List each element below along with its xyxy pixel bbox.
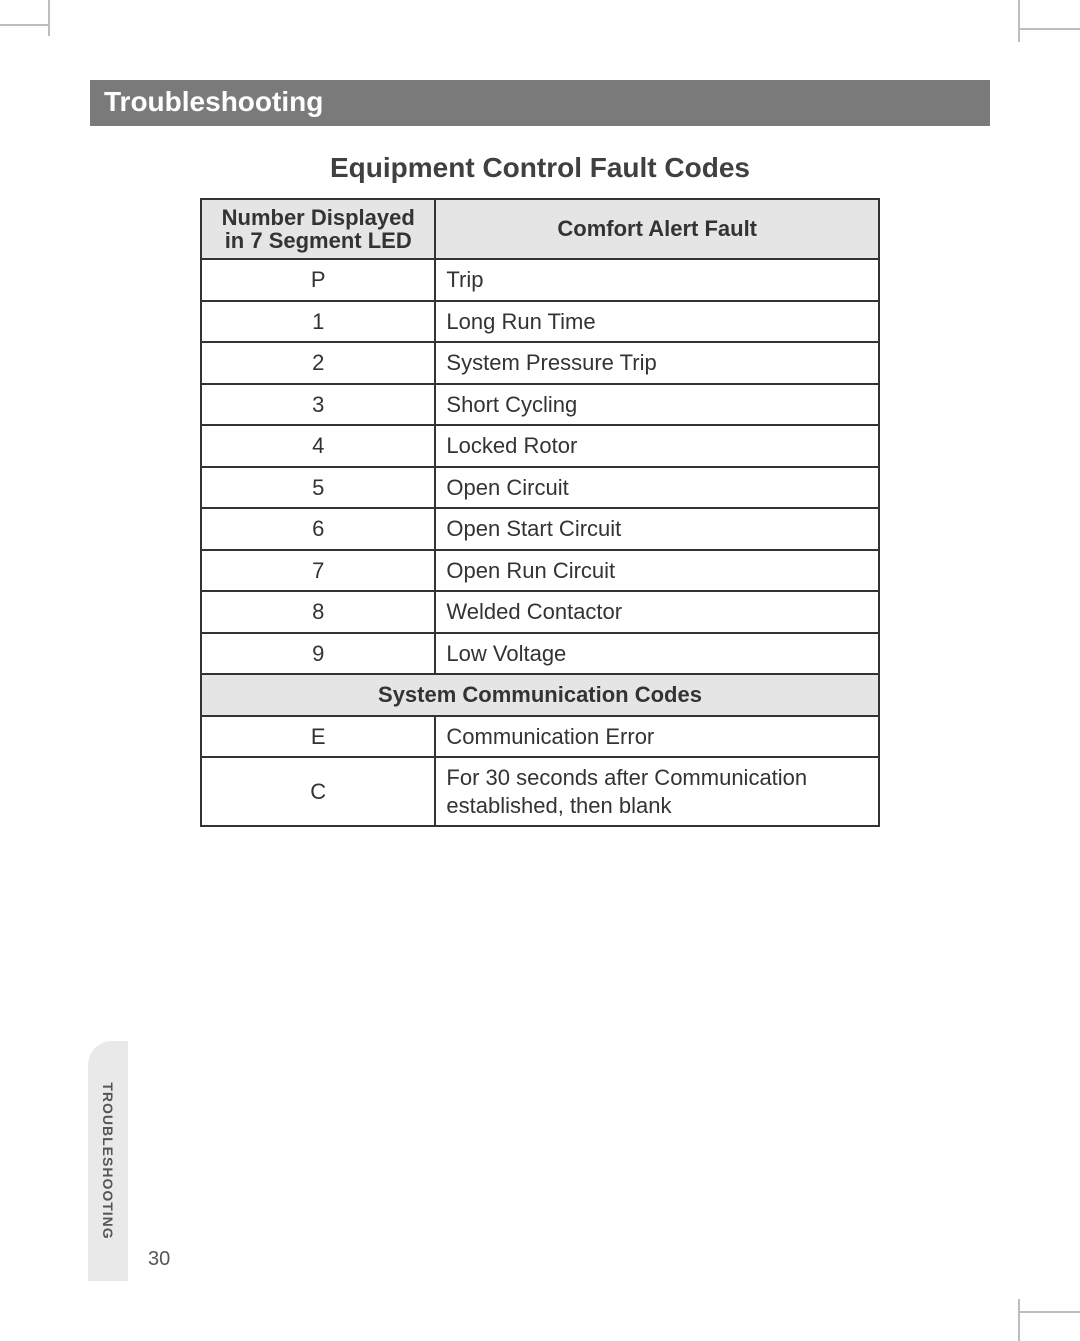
crop-mark	[1020, 28, 1080, 30]
crop-mark	[1020, 1311, 1080, 1313]
code-cell: E	[201, 716, 435, 758]
desc-cell: Trip	[435, 259, 879, 301]
desc-cell: For 30 seconds after Communication estab…	[435, 757, 879, 826]
table-row: 4 Locked Rotor	[201, 425, 879, 467]
code-cell: 2	[201, 342, 435, 384]
header-fault: Comfort Alert Fault	[435, 199, 879, 259]
code-cell: 9	[201, 633, 435, 675]
crop-mark	[0, 24, 48, 26]
table-row: 8 Welded Contactor	[201, 591, 879, 633]
table-row: C For 30 seconds after Communication est…	[201, 757, 879, 826]
header-led-line1: Number Displayed	[222, 205, 415, 230]
code-cell: 4	[201, 425, 435, 467]
crop-mark	[48, 0, 50, 36]
side-tab-label: TROUBLESHOOTING	[100, 1082, 116, 1239]
header-led-line2: in 7 Segment LED	[225, 228, 412, 253]
desc-cell: Short Cycling	[435, 384, 879, 426]
code-cell: C	[201, 757, 435, 826]
code-cell: 7	[201, 550, 435, 592]
crop-mark	[1018, 0, 1020, 42]
table-title: Equipment Control Fault Codes	[90, 152, 990, 184]
desc-cell: Locked Rotor	[435, 425, 879, 467]
desc-cell: Long Run Time	[435, 301, 879, 343]
comm-codes-header: System Communication Codes	[201, 674, 879, 716]
table-row: 6 Open Start Circuit	[201, 508, 879, 550]
fault-codes-table: Number Displayed in 7 Segment LED Comfor…	[200, 198, 880, 827]
table-section-row: System Communication Codes	[201, 674, 879, 716]
crop-mark	[1018, 1299, 1020, 1341]
section-side-tab: TROUBLESHOOTING	[88, 1041, 128, 1281]
table-row: 9 Low Voltage	[201, 633, 879, 675]
header-led: Number Displayed in 7 Segment LED	[201, 199, 435, 259]
code-cell: 5	[201, 467, 435, 509]
document-page: Troubleshooting Equipment Control Fault …	[0, 0, 1080, 1341]
desc-cell: Low Voltage	[435, 633, 879, 675]
page-number: 30	[148, 1248, 170, 1271]
desc-cell: Welded Contactor	[435, 591, 879, 633]
code-cell: 8	[201, 591, 435, 633]
table-row: P Trip	[201, 259, 879, 301]
desc-cell: Communication Error	[435, 716, 879, 758]
table-row: 2 System Pressure Trip	[201, 342, 879, 384]
code-cell: 6	[201, 508, 435, 550]
desc-cell: System Pressure Trip	[435, 342, 879, 384]
code-cell: 1	[201, 301, 435, 343]
code-cell: P	[201, 259, 435, 301]
desc-cell: Open Run Circuit	[435, 550, 879, 592]
section-header: Troubleshooting	[90, 80, 990, 126]
table-row: 5 Open Circuit	[201, 467, 879, 509]
table-row: E Communication Error	[201, 716, 879, 758]
table-row: 7 Open Run Circuit	[201, 550, 879, 592]
table-row: 1 Long Run Time	[201, 301, 879, 343]
table-header-row: Number Displayed in 7 Segment LED Comfor…	[201, 199, 879, 259]
code-cell: 3	[201, 384, 435, 426]
desc-cell: Open Start Circuit	[435, 508, 879, 550]
desc-cell: Open Circuit	[435, 467, 879, 509]
table-row: 3 Short Cycling	[201, 384, 879, 426]
